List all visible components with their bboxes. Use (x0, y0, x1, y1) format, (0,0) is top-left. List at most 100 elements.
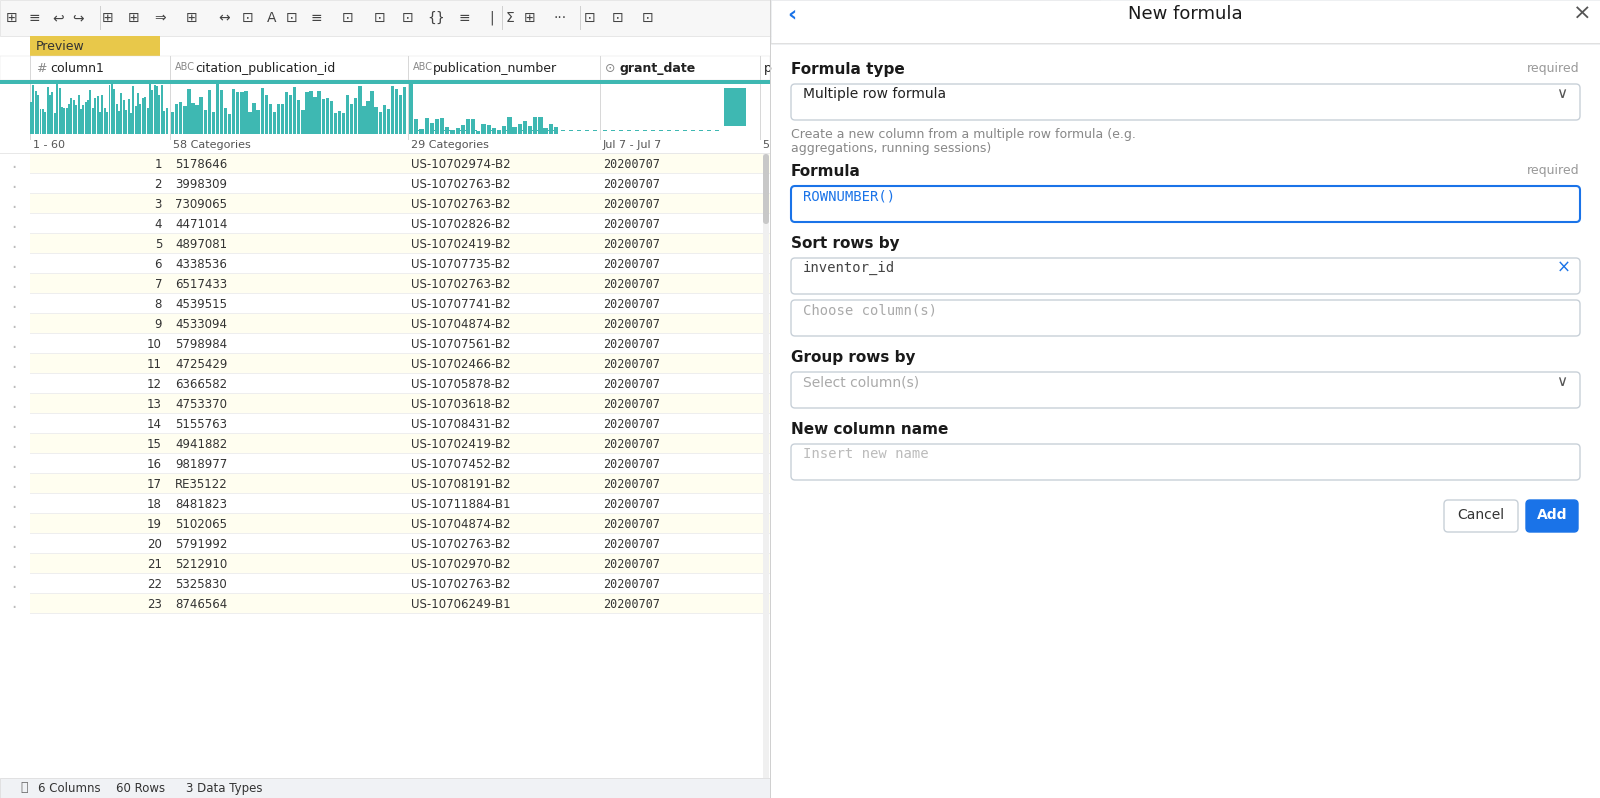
Bar (390, 85, 394, 134)
Bar (498, 130, 501, 131)
Text: 8481823: 8481823 (174, 498, 227, 511)
Text: US-10704874-B2: US-10704874-B2 (411, 518, 510, 531)
Text: ·: · (11, 439, 16, 457)
Bar (227, 113, 232, 134)
Text: 1 - 60: 1 - 60 (34, 140, 66, 150)
Bar (326, 98, 330, 134)
Bar (74, 101, 75, 134)
Bar (0, 778, 770, 798)
Bar (96, 96, 99, 134)
FancyBboxPatch shape (790, 186, 1581, 222)
Text: 1: 1 (155, 158, 162, 171)
Bar (248, 112, 251, 134)
Bar (123, 101, 125, 134)
Bar (61, 107, 62, 134)
Bar (0, 153, 770, 154)
Bar (30, 453, 770, 454)
Bar (149, 84, 150, 134)
Text: 4: 4 (155, 218, 162, 231)
Text: ·: · (11, 579, 16, 597)
Bar (554, 130, 557, 131)
Bar (374, 107, 378, 134)
Bar (30, 154, 770, 174)
Bar (128, 98, 130, 134)
Bar (30, 353, 770, 354)
Bar (387, 109, 390, 134)
Bar (30, 274, 770, 294)
Text: ·: · (11, 239, 16, 257)
Bar (30, 213, 770, 214)
Text: ⊡: ⊡ (286, 11, 298, 25)
Bar (549, 124, 554, 134)
Bar (418, 130, 421, 131)
Text: 18: 18 (147, 498, 162, 511)
Text: 13: 13 (147, 398, 162, 411)
Text: 12: 12 (147, 378, 162, 391)
Text: Preview: Preview (35, 40, 85, 53)
Text: 20: 20 (147, 538, 162, 551)
Bar (466, 130, 469, 131)
Bar (253, 103, 256, 134)
FancyBboxPatch shape (763, 154, 770, 224)
Bar (30, 313, 770, 314)
Bar (30, 493, 770, 494)
Text: ·: · (11, 219, 16, 237)
Bar (334, 113, 338, 134)
Text: ⊡: ⊡ (242, 11, 254, 25)
Bar (157, 86, 158, 134)
Text: 6517433: 6517433 (174, 278, 227, 291)
Bar (354, 98, 357, 134)
Text: 20200707: 20200707 (603, 158, 661, 171)
Bar (366, 101, 370, 134)
Text: ·: · (11, 359, 16, 377)
Bar (30, 454, 770, 474)
Bar (578, 130, 581, 131)
Bar (771, 0, 1600, 798)
Text: Formula type: Formula type (790, 62, 904, 77)
Text: p: p (765, 62, 771, 75)
Text: ⊡: ⊡ (642, 11, 654, 25)
Bar (498, 130, 501, 134)
Bar (82, 105, 85, 134)
Text: citation_publication_id: citation_publication_id (195, 62, 336, 75)
FancyBboxPatch shape (790, 258, 1581, 294)
Bar (30, 413, 770, 414)
Bar (282, 104, 285, 134)
Text: 58 Categories: 58 Categories (173, 140, 251, 150)
Bar (130, 113, 131, 134)
FancyBboxPatch shape (790, 300, 1581, 336)
Text: Create a new column from a multiple row formula (e.g.: Create a new column from a multiple row … (790, 128, 1136, 141)
Bar (675, 130, 678, 131)
Text: Select column(s): Select column(s) (803, 375, 918, 389)
FancyBboxPatch shape (1443, 500, 1518, 532)
Text: ∨: ∨ (1557, 86, 1568, 101)
Bar (0, 0, 1101, 36)
Bar (771, 43, 1600, 44)
Text: US-10707741-B2: US-10707741-B2 (411, 298, 510, 311)
Text: 14: 14 (147, 418, 162, 431)
Bar (0, 56, 770, 80)
Bar (530, 130, 533, 131)
Text: Multiple row formula: Multiple row formula (803, 87, 946, 101)
Text: US-10702763-B2: US-10702763-B2 (411, 578, 510, 591)
Bar (216, 84, 219, 134)
Bar (699, 130, 702, 131)
Bar (538, 117, 542, 134)
Text: 5798984: 5798984 (174, 338, 227, 351)
Bar (30, 494, 770, 514)
Bar (30, 613, 770, 614)
Text: ⇒: ⇒ (154, 11, 166, 25)
Text: ·: · (11, 519, 16, 537)
Text: 5155763: 5155763 (174, 418, 227, 431)
Bar (114, 89, 115, 134)
Bar (707, 130, 710, 131)
Bar (370, 91, 374, 134)
Text: 23: 23 (147, 598, 162, 611)
Bar (518, 124, 522, 134)
Text: 20200707: 20200707 (603, 218, 661, 231)
Bar (86, 100, 90, 134)
Bar (147, 108, 149, 134)
Bar (208, 89, 211, 134)
Bar (763, 154, 770, 778)
Text: RE35122: RE35122 (174, 478, 227, 491)
